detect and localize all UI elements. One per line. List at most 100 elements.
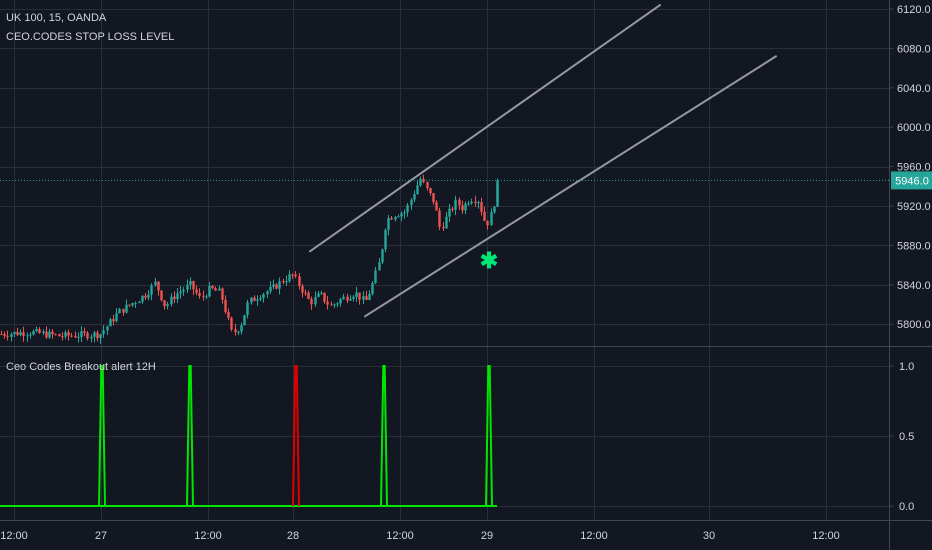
asterisk-icon: ✱ xyxy=(480,248,498,273)
candle-body xyxy=(10,334,13,337)
candle-body xyxy=(157,281,160,291)
candle-body xyxy=(419,178,422,186)
candle-body xyxy=(118,308,121,314)
candle-body xyxy=(179,291,182,294)
candle-body xyxy=(227,312,230,318)
candle-body xyxy=(211,285,214,289)
candle-body xyxy=(394,216,397,220)
symbol-legend[interactable]: UK 100, 15, OANDA xyxy=(6,12,107,24)
candle-body xyxy=(138,301,141,304)
candle-body xyxy=(147,294,150,298)
candle-body xyxy=(390,218,393,220)
candle-body xyxy=(330,304,333,306)
candle-body xyxy=(74,335,77,338)
price-axis-label: 5840.0 xyxy=(897,280,931,292)
time-axis-label: 12:00 xyxy=(194,530,222,542)
candle-body xyxy=(307,292,310,299)
candle-body xyxy=(26,335,29,337)
candle-body xyxy=(16,331,19,336)
candle-body xyxy=(186,284,189,290)
candle-body xyxy=(403,212,406,214)
candle-body xyxy=(131,303,134,306)
candle-body xyxy=(192,281,195,290)
candle-body xyxy=(301,285,304,293)
candle-body xyxy=(342,296,345,300)
candle-body xyxy=(326,301,329,305)
price-axis[interactable]: 6120.0 6080.0 6040.0 6000.0 5960.0 5920.0 5880… xyxy=(889,4,931,331)
candle-body xyxy=(355,292,358,297)
candle-body xyxy=(38,329,41,333)
candle-body xyxy=(323,292,326,302)
candle-body xyxy=(22,332,25,337)
parallel-channel[interactable] xyxy=(309,4,777,318)
candlestick-series xyxy=(0,174,499,344)
time-axis-label: 30 xyxy=(703,530,715,542)
candle-body xyxy=(384,229,387,250)
candle-body xyxy=(42,331,45,333)
candle-body xyxy=(45,331,48,338)
time-axis-label: 27 xyxy=(95,530,107,542)
candle-body xyxy=(160,290,163,301)
candle-body xyxy=(221,288,224,300)
candle-body xyxy=(298,276,301,286)
candle-body xyxy=(205,296,208,298)
candle-body xyxy=(240,325,243,332)
candle-body xyxy=(486,220,489,226)
candle-body xyxy=(266,291,269,295)
candle-body xyxy=(480,202,483,212)
candle-body xyxy=(70,335,73,337)
signal-spike xyxy=(485,365,493,507)
candle-body xyxy=(454,199,457,210)
candle-body xyxy=(253,297,256,301)
candle-body xyxy=(374,270,377,284)
candle-body xyxy=(99,334,102,339)
candle-body xyxy=(269,286,272,292)
candle-body xyxy=(288,274,291,282)
candle-body xyxy=(291,274,294,276)
signal-spike xyxy=(380,365,388,507)
candle-body xyxy=(61,336,64,338)
candle-body xyxy=(275,284,278,289)
candle-body xyxy=(141,295,144,302)
candle-body xyxy=(493,206,496,213)
price-axis-label: 6040.0 xyxy=(897,83,931,95)
candle-body xyxy=(451,208,454,210)
indicator-axis[interactable]: 1.0 0.5 0.0 xyxy=(889,361,914,513)
candle-body xyxy=(294,274,297,277)
price-axis-label: 6120.0 xyxy=(897,4,931,16)
candle-body xyxy=(358,292,361,300)
candle-body xyxy=(51,331,54,335)
candle-body xyxy=(144,295,147,298)
indicator-legend[interactable]: CEO.CODES STOP LOSS LEVEL xyxy=(6,31,174,43)
candle-body xyxy=(115,313,118,322)
lower-pane-legend[interactable]: Ceo Codes Breakout alert 12H xyxy=(6,361,156,373)
candle-body xyxy=(218,288,221,291)
candle-body xyxy=(150,285,153,295)
price-axis-label: 5920.0 xyxy=(897,201,931,213)
candle-body xyxy=(90,336,93,339)
candle-body xyxy=(256,299,259,301)
candle-body xyxy=(237,331,240,333)
candle-body xyxy=(173,296,176,300)
candle-body xyxy=(122,308,125,313)
candle-body xyxy=(195,289,198,293)
candle-body xyxy=(314,296,317,305)
svg-text:5946.0: 5946.0 xyxy=(895,175,929,187)
candle-body xyxy=(112,319,115,322)
time-axis[interactable]: 12:00 27 12:00 28 12:00 29 12:00 30 12:00 xyxy=(0,530,840,542)
candle-body xyxy=(365,296,368,300)
breakout-signal-series xyxy=(0,365,497,507)
candle-body xyxy=(349,298,352,301)
candle-body xyxy=(80,331,83,337)
candle-body xyxy=(166,304,169,307)
current-price-label: 5946.0 xyxy=(891,171,932,190)
candle-body xyxy=(54,334,57,336)
candle-body xyxy=(285,281,288,283)
candle-body xyxy=(64,332,67,337)
indicator-axis-label: 0.0 xyxy=(899,501,914,513)
candle-body xyxy=(336,303,339,305)
candle-body xyxy=(234,329,237,333)
candle-body xyxy=(435,202,438,211)
candle-body xyxy=(490,212,493,226)
